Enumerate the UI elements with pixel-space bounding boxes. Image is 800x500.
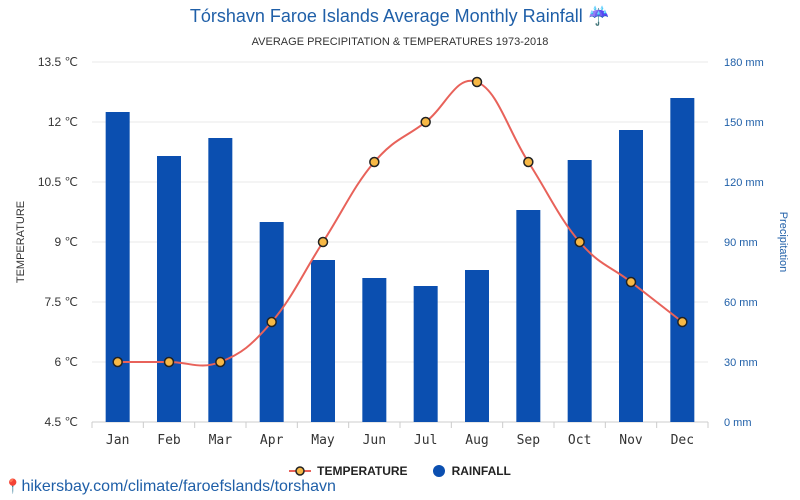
rainfall-bar-aug [465, 270, 489, 422]
rainfall-bar-jul [413, 286, 438, 422]
x-tick-label: Sep [517, 433, 541, 448]
temperature-point-dec [677, 316, 688, 328]
right-axis-title: Precipitation [777, 212, 789, 273]
temperature-point-sep [523, 156, 534, 168]
right-tick-label: 60 mm [724, 297, 758, 309]
left-tick-label: 4.5 ℃ [45, 415, 79, 429]
temperature-point-jan [112, 356, 123, 368]
rainfall-bar-feb [157, 156, 181, 422]
x-tick-label: Jul [414, 433, 437, 448]
x-tick-label: Feb [157, 433, 181, 448]
temperature-point-nov [625, 276, 637, 288]
x-tick-label: Jan [106, 433, 129, 448]
right-tick-label: 30 mm [724, 357, 758, 369]
temperature-point-feb [163, 356, 175, 368]
left-axis-title: TEMPERATURE [15, 201, 27, 283]
legend-label-rainfall: RAINFALL [451, 464, 511, 478]
rainfall-bar-oct [567, 160, 592, 422]
x-tick-label: Nov [619, 433, 643, 448]
temperature-point-mar [215, 356, 226, 368]
legend-item-temperature[interactable]: TEMPERATURE [289, 464, 408, 478]
rainfall-bar-may [311, 260, 335, 422]
x-tick-label: May [311, 433, 335, 448]
location-pin-icon: 📍 [4, 478, 22, 494]
x-tick-label: Mar [209, 433, 233, 448]
legend-label-temperature: TEMPERATURE [317, 464, 408, 478]
right-tick-label: 120 mm [724, 177, 764, 189]
temperature-legend-icon [289, 466, 312, 476]
x-tick-label: Aug [465, 433, 488, 448]
right-tick-label: 150 mm [724, 117, 764, 129]
temperature-point-jul [420, 116, 431, 128]
left-tick-label: 12 ℃ [48, 115, 78, 129]
rainfall-legend-icon [432, 465, 445, 477]
right-tick-label: 0 mm [724, 417, 752, 429]
rainfall-bar-jan [105, 112, 130, 422]
temperature-line [117, 79, 683, 367]
temperature-point-aug [471, 76, 483, 88]
left-tick-label: 7.5 ℃ [45, 295, 79, 309]
left-tick-label: 6 ℃ [55, 355, 78, 369]
x-tick-label: Oct [568, 433, 591, 448]
x-tick-label: Dec [671, 433, 694, 448]
temperature-point-jun [369, 156, 380, 168]
rainfall-bar-jun [362, 278, 387, 422]
chart-subtitle: AVERAGE PRECIPITATION & TEMPERATURES 197… [251, 36, 549, 48]
temperature-point-oct [574, 236, 585, 248]
temperature-point-may [317, 236, 329, 248]
left-tick-label: 10.5 ℃ [38, 175, 78, 189]
right-tick-label: 180 mm [724, 57, 764, 69]
legend-item-rainfall[interactable]: RAINFALL [432, 464, 511, 478]
source-url: hikersbay.com/climate/faroefslands/torsh… [21, 478, 336, 495]
left-tick-label: 9 ℃ [55, 235, 78, 249]
rainfall-bar-dec [670, 98, 695, 422]
chart-title: Tórshavn Faroe Islands Average Monthly R… [189, 6, 611, 26]
source-link[interactable]: 📍hikersbay.com/climate/faroefslands/tors… [4, 478, 336, 496]
left-tick-label: 13.5 ℃ [38, 55, 78, 69]
rainfall-bar-mar [208, 138, 233, 422]
rainfall-temperature-chart: 4.5 ℃ 6 ℃ 7.5 ℃ 9 ℃ 10.5 ℃ 12 ℃ 13.5 ℃ 0 mm 30 m… [15, 55, 789, 448]
temperature-point-apr [266, 316, 277, 328]
chart-legend: TEMPERATURE RAINFALL [0, 464, 800, 478]
x-tick-label: Apr [260, 433, 284, 448]
right-tick-label: 90 mm [724, 237, 758, 249]
x-tick-label: Jun [363, 433, 386, 448]
umbrella-icon: ☔ [587, 6, 611, 26]
rainfall-bar-sep [516, 210, 541, 422]
